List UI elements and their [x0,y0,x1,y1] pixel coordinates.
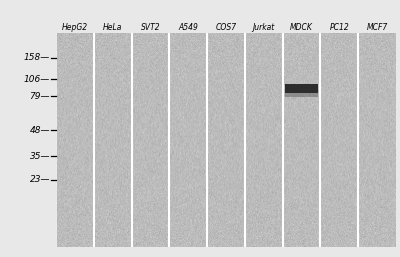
Text: 23—: 23— [30,175,50,184]
Text: 79—: 79— [30,92,50,101]
Text: MCF7: MCF7 [366,23,388,32]
Text: Jurkat: Jurkat [253,23,275,32]
Bar [285,93,318,97]
Text: PC12: PC12 [330,23,349,32]
Text: SVT2: SVT2 [141,23,160,32]
Text: 106—: 106— [24,75,50,84]
Text: COS7: COS7 [216,23,236,32]
Text: 48—: 48— [30,126,50,135]
Text: A549: A549 [178,23,198,32]
Text: MDCK: MDCK [290,23,313,32]
Text: HeLa: HeLa [103,23,122,32]
Bar [285,84,318,93]
Text: 35—: 35— [30,152,50,161]
Text: HepG2: HepG2 [62,23,88,32]
Text: 158—: 158— [24,53,50,62]
Bar [285,84,318,89]
